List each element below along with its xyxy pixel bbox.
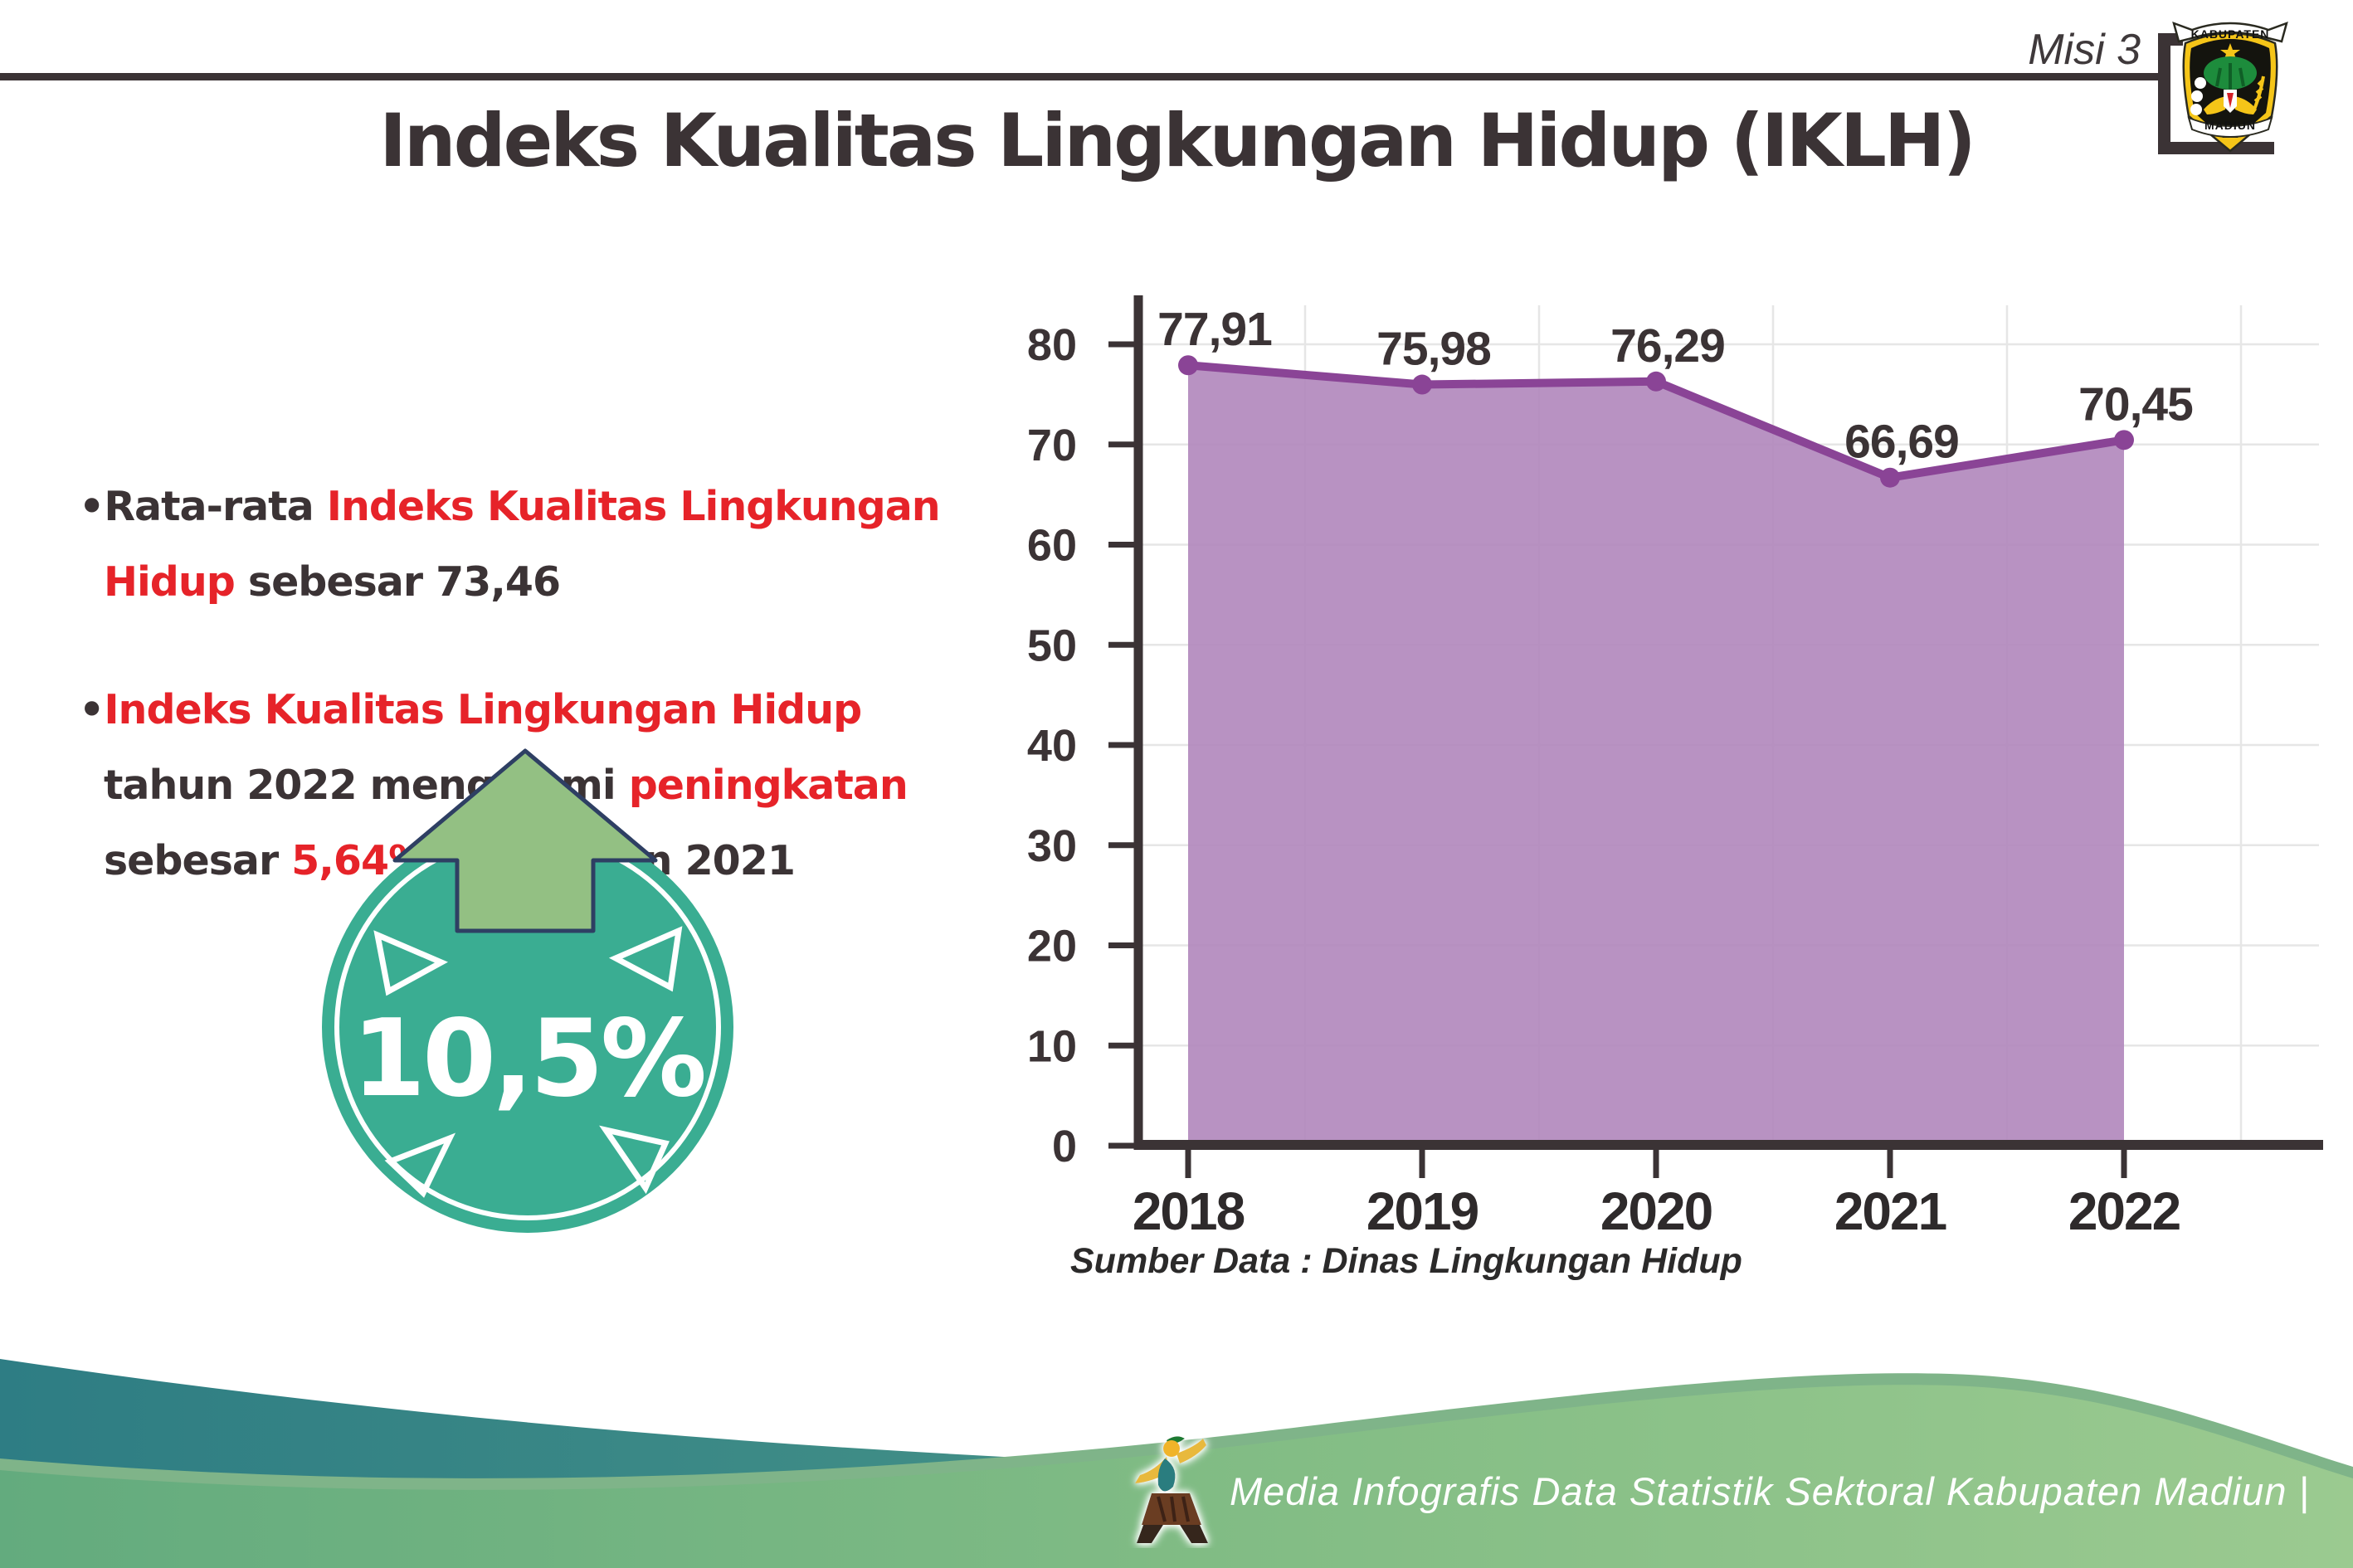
badge-spark-lower-right <box>599 1125 670 1195</box>
crest-base-ornament <box>2222 138 2239 146</box>
bullet1-seg2: Indeks Kualitas Lingkungan Hidup <box>104 483 941 606</box>
y-tick-label: 70 <box>1027 421 1077 470</box>
crest-rice-stalk <box>2252 75 2265 112</box>
bullet1-seg1: Rata-rata <box>104 483 327 530</box>
data-point-label: 76,29 <box>1610 319 1725 373</box>
kabupaten-madiun-logo-icon: KABUPATEN MADIUN <box>2172 22 2288 153</box>
bullet2-seg1: Indeks Kualitas Lingkungan Hidup <box>104 686 862 734</box>
badge-spark-upper-left <box>373 930 448 996</box>
bullet2-seg3: peningkatan <box>628 761 909 809</box>
mascot-skirt-pattern <box>1157 1496 1190 1522</box>
misi-label: Misi 3 <box>2028 26 2141 74</box>
crest-top-text: KABUPATEN <box>2191 27 2270 41</box>
mascot-arm-right <box>1176 1439 1206 1463</box>
footer-credit: Media Infografis Data Statistik Sektoral… <box>1230 1469 2310 1513</box>
y-tick-label: 80 <box>1027 320 1077 370</box>
mascot-arm-left <box>1135 1457 1170 1483</box>
chart-series <box>1178 355 2134 1144</box>
y-tick-label: 10 <box>1027 1021 1077 1071</box>
badge-value: 10,5% <box>352 997 704 1121</box>
wave-green <box>0 1385 2353 1568</box>
chart-source-note: Sumber Data : Dinas Lingkungan Hidup <box>1070 1241 1742 1281</box>
increase-badge: 10,5% <box>322 748 733 1233</box>
mascot-torso <box>1157 1458 1176 1492</box>
chart-ticks <box>1108 341 2127 1178</box>
up-arrow-icon <box>392 748 658 933</box>
logo-bracket-vertical <box>2158 33 2170 154</box>
x-category-label: 2019 <box>1366 1181 1479 1241</box>
y-tick-label: 0 <box>1052 1122 1077 1171</box>
y-tick-label: 20 <box>1027 922 1077 971</box>
crest-cotton-3 <box>2190 104 2202 115</box>
bullet2-seg4: sebesar <box>104 836 292 884</box>
y-tick-label: 50 <box>1027 621 1077 670</box>
y-tick-label: 40 <box>1027 721 1077 771</box>
x-category-label: 2022 <box>2068 1181 2180 1241</box>
badge-spark-upper-right <box>608 926 683 992</box>
x-category-label: 2020 <box>1600 1181 1712 1241</box>
logo-bracket-bottom <box>2158 142 2274 154</box>
bullet1-seg3: sebesar 73,46 <box>234 558 561 606</box>
mascot-leg-right <box>1180 1525 1208 1543</box>
mascot-leg-left <box>1137 1525 1163 1543</box>
crest-kris-icon <box>2227 93 2234 108</box>
data-point-label: 77,91 <box>1157 303 1272 356</box>
x-category-label: 2018 <box>1133 1181 1245 1241</box>
y-tick-label: 60 <box>1027 521 1077 571</box>
crest-cotton-2 <box>2191 90 2203 102</box>
data-point-label: 70,45 <box>2078 377 2193 431</box>
data-point-label: 75,98 <box>1376 323 1491 376</box>
badge-spark-lower-left <box>384 1132 456 1198</box>
y-tick-label: 30 <box>1027 821 1077 871</box>
bullet-average-iklh: •Rata-rata Indeks Kualitas Lingkungan Hi… <box>79 483 941 606</box>
crest-wing-left <box>2204 96 2227 114</box>
header-rule <box>0 73 2160 80</box>
data-point-label: 66,69 <box>1844 416 1959 469</box>
chart-labels: 0 10 20 30 40 50 60 70 80 2018 77,91 2019 75,98 2020 7… <box>1027 303 2194 1241</box>
crest-bottom-ribbon <box>2187 116 2273 138</box>
page-title: Indeks Kualitas Lingkungan Hidup (IKLH) <box>379 98 1976 183</box>
crest-wing-right <box>2234 96 2257 114</box>
x-category-label: 2021 <box>1834 1181 1946 1241</box>
dancer-mascot-icon <box>1135 1436 1208 1543</box>
footer-waves <box>0 1359 2353 1568</box>
crest-tree-trunks <box>2215 63 2245 90</box>
crest-cotton-1 <box>2195 77 2206 89</box>
crest-bottom-text: MADIUN <box>2204 119 2256 132</box>
badge-circle <box>322 821 733 1233</box>
mascot-head <box>1163 1440 1180 1457</box>
